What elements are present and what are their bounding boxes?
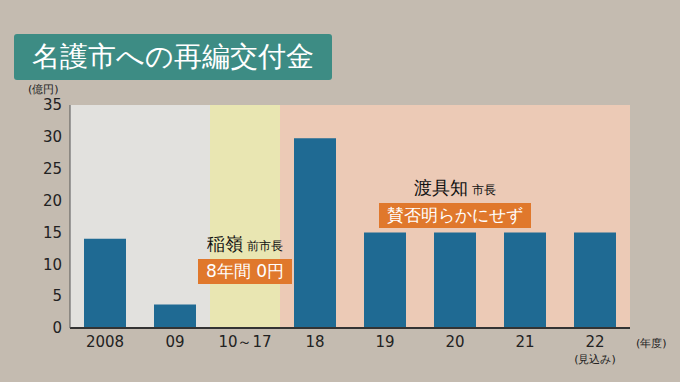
html-text:(年度): (年度) <box>636 337 667 350</box>
svg-text:21: 21 <box>515 333 534 351</box>
svg-text:20: 20 <box>445 333 464 351</box>
html-text:稲嶺 前市長: 稲嶺 前市長 <box>207 233 283 254</box>
html-text:賛否明らかにせず: 賛否明らかにせず <box>387 205 523 225</box>
svg-text:15: 15 <box>43 224 62 242</box>
svg-text:2008: 2008 <box>86 333 124 351</box>
svg-text:18: 18 <box>305 333 324 351</box>
svg-text:35: 35 <box>43 96 62 114</box>
svg-text:22: 22 <box>585 333 604 351</box>
svg-text:30: 30 <box>43 128 62 146</box>
svg-text:25: 25 <box>43 160 62 178</box>
html-text:名護市への再編交付金: 名護市への再編交付金 <box>32 40 314 73</box>
html-text:(見込み): (見込み) <box>574 353 616 366</box>
svg-text:5: 5 <box>52 287 62 305</box>
svg-text:10～17: 10～17 <box>218 333 271 351</box>
svg-text:09: 09 <box>165 333 184 351</box>
html-text:8年間 0円: 8年間 0円 <box>206 261 284 281</box>
svg-text:19: 19 <box>375 333 394 351</box>
html-text:渡具知 市長: 渡具知 市長 <box>414 177 496 198</box>
svg-text:20: 20 <box>43 192 62 210</box>
svg-text:0: 0 <box>52 319 62 337</box>
html-text:(億円): (億円) <box>28 83 59 96</box>
svg-text:10: 10 <box>43 256 62 274</box>
